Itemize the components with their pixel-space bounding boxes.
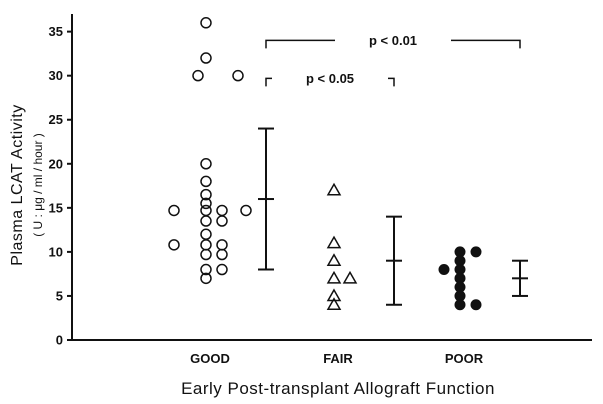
sig-bracket-0-right [451,39,521,49]
good-point-8 [168,204,180,217]
fair-point-6 [326,297,342,311]
y-axis-units: ( U : μg / ml / hour ) [31,133,45,237]
y-tick-label-25: 25 [49,112,63,127]
axis-labels: Plasma LCAT Activity ( U : μg / ml / hou… [9,104,495,398]
poor-point-9 [470,299,482,311]
good-point-10 [216,204,228,217]
sig-label-1: p < 0.05 [306,71,354,86]
poor-point-1 [470,246,482,258]
poor-point-8 [454,299,466,311]
fair-point-1 [326,235,342,249]
y-tick-label-30: 30 [49,68,63,83]
good-point-22 [200,272,212,285]
good-point-4 [200,158,212,170]
good-point-2 [192,69,204,82]
good-point-1 [200,52,212,64]
good-point-12 [200,215,212,227]
y-tick-label-10: 10 [49,244,63,259]
fair-point-3 [326,270,342,284]
y-tick-label-20: 20 [49,156,63,171]
good-point-19 [216,248,228,261]
y-tick-label-35: 35 [49,24,63,39]
good-point-13 [216,215,228,227]
axes: 0 5 10 15 20 25 30 35 GOOD FAIR POOR [49,14,592,366]
good-point-3 [232,69,244,82]
y-axis-label: Plasma LCAT Activity [9,104,26,265]
fair-point-2 [326,253,342,266]
x-axis-label: Early Post-transplant Allograft Function [181,379,495,398]
good-point-14 [200,228,212,241]
sig-bracket-1-right [388,77,395,87]
sig-label-0: p < 0.01 [369,33,417,48]
good-point-17 [216,239,228,251]
sig-bracket-1-left [265,77,272,87]
good-point-0 [200,17,212,29]
y-tick-label-5: 5 [56,288,63,303]
x-tick-label-good: GOOD [190,351,230,366]
fair-point-4 [342,270,358,284]
good-point-11 [240,204,252,217]
fair-point-0 [326,182,342,196]
poor-point-3 [438,264,450,276]
good-point-6 [200,188,212,201]
significance-annotations: p < 0.01 p < 0.05 [265,33,521,87]
good-point-15 [168,239,180,251]
sig-bracket-0-left [265,39,335,49]
y-tick-label-15: 15 [49,200,63,215]
y-tick-label-0: 0 [56,333,63,348]
good-point-20 [200,263,212,276]
x-tick-label-poor: POOR [445,351,484,366]
data-points [168,17,482,311]
good-point-21 [216,263,228,276]
fair-point-5 [326,288,342,302]
x-tick-label-fair: FAIR [323,351,353,366]
error-bars [258,127,528,306]
good-point-18 [200,248,212,261]
good-point-9 [200,204,212,217]
good-point-7 [200,197,212,210]
good-point-16 [200,239,212,251]
good-point-5 [200,175,212,188]
